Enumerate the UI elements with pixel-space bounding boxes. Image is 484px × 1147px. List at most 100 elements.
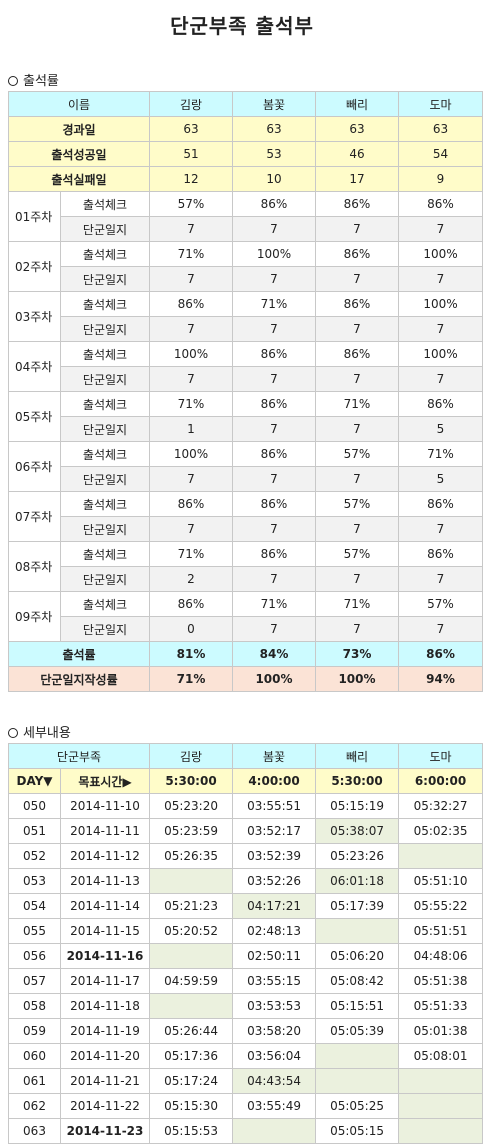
check-value: 100%	[398, 291, 483, 317]
week-journal-row: 단군일지 7 7 7 5	[9, 466, 483, 492]
time-cell: 04:48:06	[398, 943, 484, 969]
date-cell: 2014-11-13	[59, 868, 151, 894]
time-cell	[315, 918, 400, 944]
detail-row: 061 2014-11-21 05:17:24 04:43:54	[8, 1068, 484, 1094]
time-cell: 05:32:27	[398, 793, 484, 819]
time-cell	[315, 1043, 400, 1069]
check-value: 100%	[149, 441, 233, 467]
time-cell: 05:51:51	[398, 918, 484, 944]
summary-value: 63	[398, 116, 483, 142]
journal-value: 7	[315, 316, 399, 342]
check-label: 출석체크	[60, 541, 150, 567]
summary-value: 10	[232, 166, 316, 192]
time-cell: 05:17:24	[149, 1068, 234, 1094]
journal-label: 단군일지	[60, 516, 150, 542]
time-cell: 05:15:53	[149, 1118, 234, 1144]
journal-rate-value: 100%	[232, 666, 316, 692]
check-value: 86%	[315, 341, 399, 367]
check-value: 100%	[149, 341, 233, 367]
check-value: 86%	[398, 541, 483, 567]
journal-value: 7	[398, 516, 483, 542]
journal-value: 7	[398, 316, 483, 342]
time-cell: 05:26:44	[149, 1018, 234, 1044]
time-cell: 05:15:19	[315, 793, 400, 819]
rate-value: 73%	[315, 641, 399, 667]
day-number: 057	[8, 968, 61, 994]
journal-value: 7	[315, 516, 399, 542]
check-value: 86%	[398, 491, 483, 517]
journal-value: 7	[315, 466, 399, 492]
check-value: 100%	[398, 341, 483, 367]
journal-value: 2	[149, 566, 233, 592]
detail-row: 054 2014-11-14 05:21:23 04:17:21 05:17:39 05:…	[8, 893, 484, 919]
date-cell: 2014-11-21	[59, 1068, 151, 1094]
time-cell: 03:58:20	[232, 1018, 317, 1044]
journal-value: 7	[232, 466, 316, 492]
week-label: 04주차	[8, 341, 61, 392]
time-cell	[398, 1093, 484, 1119]
date-cell: 2014-11-14	[59, 893, 151, 919]
week-check-row: 07주차 출석체크 86% 86% 57% 86%	[8, 491, 483, 542]
circle-icon	[8, 76, 18, 86]
date-cell: 2014-11-15	[59, 918, 151, 944]
check-value: 71%	[232, 591, 316, 617]
check-value: 71%	[315, 391, 399, 417]
summary-label: 출석실패일	[8, 166, 150, 192]
journal-value: 1	[149, 416, 233, 442]
time-cell: 04:43:54	[232, 1068, 317, 1094]
week-label: 01주차	[8, 191, 61, 242]
time-cell: 05:20:52	[149, 918, 234, 944]
journal-value: 7	[315, 266, 399, 292]
journal-label: 단군일지	[60, 316, 150, 342]
rate-label: 출석률	[8, 641, 150, 667]
journal-value: 7	[149, 466, 233, 492]
time-cell: 03:52:17	[232, 818, 317, 844]
journal-value: 7	[149, 266, 233, 292]
time-cell: 02:48:13	[232, 918, 317, 944]
week-label: 06주차	[8, 441, 61, 492]
week-journal-row: 단군일지 7 7 7 7	[9, 516, 483, 542]
week-label: 05주차	[8, 391, 61, 442]
check-value: 86%	[232, 341, 316, 367]
journal-value: 7	[398, 366, 483, 392]
week-journal-row: 단군일지 7 7 7 7	[9, 316, 483, 342]
time-cell: 05:15:51	[315, 993, 400, 1019]
target-time: 6:00:00	[398, 768, 484, 794]
check-value: 86%	[149, 491, 233, 517]
time-cell: 05:06:20	[315, 943, 400, 969]
time-cell: 05:08:01	[398, 1043, 484, 1069]
time-cell	[149, 993, 234, 1019]
journal-value: 7	[315, 616, 399, 642]
check-value: 100%	[398, 241, 483, 267]
check-value: 86%	[315, 241, 399, 267]
summary-value: 17	[315, 166, 399, 192]
week-journal-row: 단군일지 2 7 7 7	[9, 566, 483, 592]
summary-value: 63	[149, 116, 233, 142]
check-value: 57%	[149, 191, 233, 217]
week-check-row: 03주차 출석체크 86% 71% 86% 100%	[8, 291, 483, 342]
summary-row: 출석실패일 12 10 17 9	[8, 166, 483, 192]
check-value: 86%	[398, 191, 483, 217]
journal-label: 단군일지	[60, 216, 150, 242]
target-time: 4:00:00	[232, 768, 317, 794]
rate-value: 84%	[232, 641, 316, 667]
summary-value: 63	[232, 116, 316, 142]
page-title: 단군부족 출석부	[170, 14, 314, 38]
time-cell: 05:15:30	[149, 1093, 234, 1119]
summary-value: 53	[232, 141, 316, 167]
week-journal-row: 단군일지 7 7 7 7	[9, 216, 483, 242]
time-cell: 03:53:53	[232, 993, 317, 1019]
summary-value: 9	[398, 166, 483, 192]
journal-value: 7	[315, 366, 399, 392]
detail-header-member: 빼리	[315, 743, 400, 769]
journal-value: 5	[398, 466, 483, 492]
day-number: 060	[8, 1043, 61, 1069]
journal-value: 7	[232, 416, 316, 442]
time-cell: 04:59:59	[149, 968, 234, 994]
journal-rate-value: 71%	[149, 666, 233, 692]
detail-row: 058 2014-11-18 03:53:53 05:15:51 05:51:33	[8, 993, 484, 1019]
detail-header-member: 도마	[398, 743, 484, 769]
time-cell: 05:05:25	[315, 1093, 400, 1119]
check-value: 71%	[398, 441, 483, 467]
detail-row: 053 2014-11-13 03:52:26 06:01:18 05:51:10	[8, 868, 484, 894]
